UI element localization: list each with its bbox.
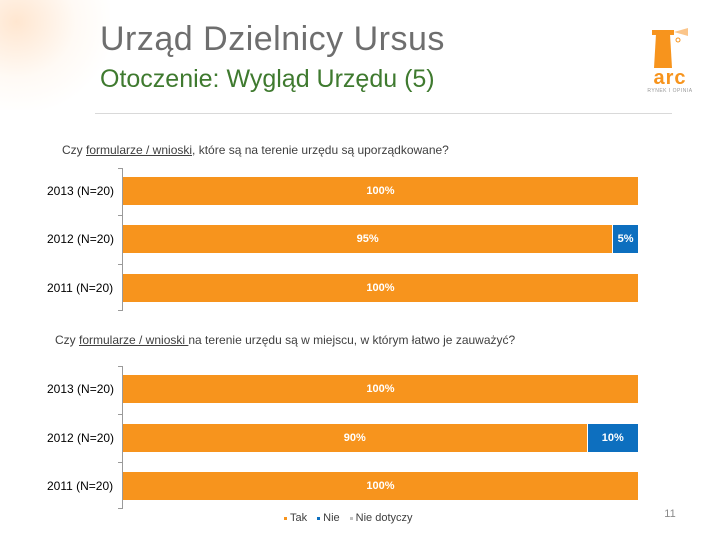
chart1-bar-2011-tak: 100% (123, 274, 638, 302)
corner-decoration (0, 0, 110, 110)
page-number: 11 (664, 508, 676, 520)
legend-swatch-nie-dotyczy (349, 516, 353, 520)
chart2-data-label-2011-tak: 100% (366, 480, 395, 492)
chart2-bar-2011-tak: 100% (123, 472, 638, 500)
chart2-category-label-2013: 2013 (N=20) (47, 382, 115, 396)
logo-subtext: RYNEK I OPINIA (647, 88, 693, 94)
chart2-category-label-2012: 2012 (N=20) (47, 431, 115, 445)
legend-label-tak: Tak (290, 512, 308, 524)
chart1-question-part1: Czy (62, 143, 86, 157)
chart1-category-label-2011: 2011 (N=20) (47, 281, 114, 295)
chart2-question: Czy formularze / wnioski na terenie urzę… (55, 333, 515, 347)
chart1-bar-2012-nie: 5% (612, 225, 638, 253)
chart1-category-label-2012: 2012 (N=20) (47, 232, 115, 246)
chart1-axis-tick (118, 168, 123, 169)
page-subtitle: Otoczenie: Wygląd Urzędu (5) (100, 65, 435, 93)
legend-item-nie-dotyczy: Nie dotyczy (349, 512, 413, 524)
chart2-category-label-2011: 2011 (N=20) (47, 479, 114, 493)
chart1-bar-2012-tak: 95% (123, 225, 613, 253)
chart-legend: Tak Nie Nie dotyczy (284, 512, 413, 524)
chart1-axis-tick (118, 310, 123, 311)
chart2-question-part1: Czy (55, 333, 79, 347)
chart2-axis-tick (118, 462, 123, 463)
chart1-question-part3: , które są na terenie urzędu są uporządk… (192, 143, 449, 157)
legend-label-nie-dotyczy: Nie dotyczy (355, 512, 413, 524)
chart2-data-label-2012-nie: 10% (601, 432, 624, 444)
chart1-category-axis (122, 168, 123, 310)
chart2-data-label-2012-tak: 90% (343, 432, 366, 444)
legend-label-nie: Nie (323, 512, 340, 524)
legend-item-tak: Tak (284, 512, 307, 524)
chart1-axis-tick (118, 264, 123, 265)
chart2-bar-2012-tak: 90% (123, 424, 587, 452)
chart2-question-part3: na terenie urzędu są w miejscu, w którym… (188, 333, 516, 347)
chart1-data-label-2013-tak: 100% (366, 185, 395, 197)
chart1-bar-2013-tak: 100% (123, 177, 638, 205)
chart1-question-part2: formularze / wnioski (86, 143, 193, 157)
chart2-data-label-2013-tak: 100% (366, 383, 395, 395)
chart1-category-label-2013: 2013 (N=20) (47, 184, 115, 198)
chart2-axis-tick (118, 366, 123, 367)
legend-swatch-tak (284, 516, 287, 520)
chart2-axis-tick (118, 508, 123, 509)
chart1-data-label-2011-tak: 100% (366, 282, 395, 294)
chart2-question-part2: formularze / wnioski (79, 333, 189, 347)
chart2-axis-tick (118, 414, 123, 415)
logo-text: arc (653, 67, 687, 89)
page-title: Urząd Dzielnicy Ursus (100, 20, 445, 58)
chart1-data-label-2012-nie: 5% (617, 233, 634, 245)
header-divider (95, 113, 672, 114)
legend-item-nie: Nie (317, 512, 340, 524)
arc-logo: arc RYNEK I OPINIA (640, 26, 700, 96)
chart2-bar-2013-tak: 100% (123, 375, 638, 403)
chart2-bar-2012-nie: 10% (586, 424, 638, 452)
legend-swatch-nie (317, 516, 321, 520)
chart1-axis-tick (118, 215, 123, 216)
chart2-category-axis (122, 366, 123, 508)
chart1-data-label-2012-tak: 95% (356, 233, 379, 245)
chart1-question: Czy formularze / wnioski, które są na te… (62, 143, 449, 157)
lighthouse-icon (652, 28, 688, 68)
